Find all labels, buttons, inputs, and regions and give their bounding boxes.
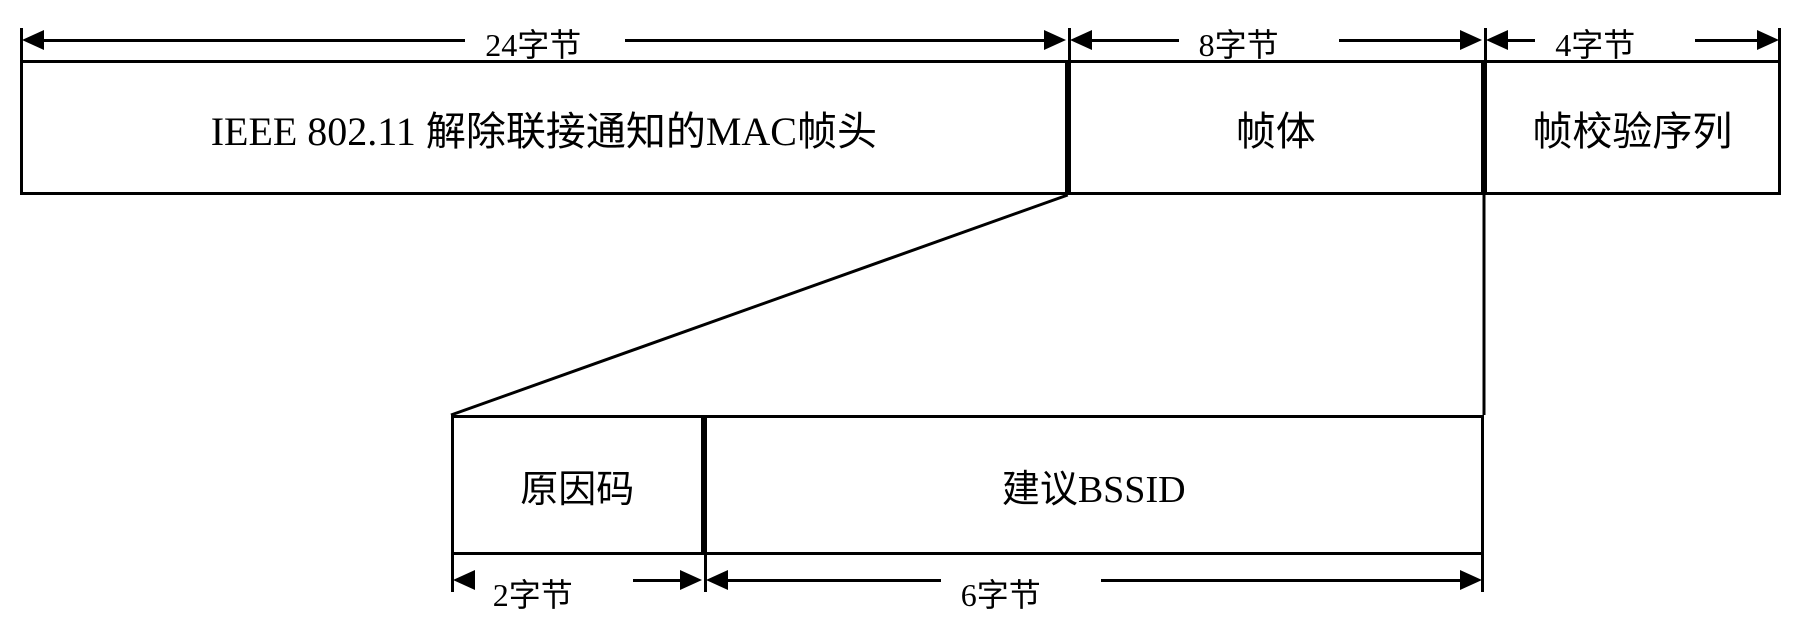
arrow-right-icon <box>1460 30 1482 50</box>
tick <box>704 553 707 592</box>
arrow-right-icon <box>1044 30 1066 50</box>
arrow-left-icon <box>706 570 728 590</box>
arrow-line <box>44 39 465 42</box>
arrow-line <box>1339 39 1460 42</box>
tick <box>1778 28 1781 62</box>
size-label: 8字节 <box>1199 20 1279 66</box>
arrow-line <box>625 39 1043 42</box>
arrow-line <box>1695 39 1757 42</box>
connector-line <box>1482 193 1486 417</box>
arrow-right-icon <box>1757 30 1779 50</box>
size-label: 24字节 <box>485 20 581 66</box>
arrow-left-icon <box>1486 30 1508 50</box>
body-field: 建议BSSID <box>704 415 1484 555</box>
connector-line <box>449 193 1070 417</box>
tick <box>1481 553 1484 592</box>
arrow-left-icon <box>22 30 44 50</box>
arrow-left-icon <box>1070 30 1092 50</box>
body-field: 原因码 <box>451 415 704 555</box>
tick <box>1068 28 1071 62</box>
tick <box>451 553 454 592</box>
arrow-line <box>1508 39 1535 42</box>
arrow-line <box>1101 579 1460 582</box>
arrow-line <box>728 579 941 582</box>
frame-field: IEEE 802.11 解除联接通知的MAC帧头 <box>20 60 1068 195</box>
size-label: 6字节 <box>961 570 1041 616</box>
tick <box>20 28 23 62</box>
frame-field: 帧校验序列 <box>1484 60 1781 195</box>
arrow-left-icon <box>453 570 475 590</box>
arrow-line <box>633 579 680 582</box>
size-label: 4字节 <box>1555 20 1635 66</box>
arrow-right-icon <box>1460 570 1482 590</box>
size-label: 2字节 <box>493 570 573 616</box>
frame-field: 帧体 <box>1068 60 1484 195</box>
arrow-line <box>1092 39 1179 42</box>
arrow-right-icon <box>680 570 702 590</box>
tick <box>1484 28 1487 62</box>
